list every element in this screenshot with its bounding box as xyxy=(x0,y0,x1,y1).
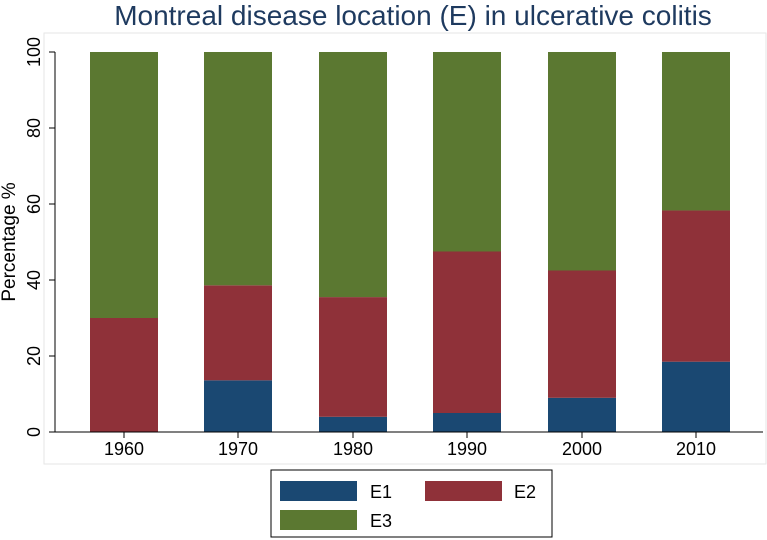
x-tick-label-1980: 1980 xyxy=(333,439,373,459)
y-tick-label-0: 0 xyxy=(24,427,44,437)
y-tick-label-60: 60 xyxy=(24,194,44,214)
y-tick-label-40: 40 xyxy=(24,270,44,290)
bar-e2-1970 xyxy=(204,285,272,381)
bar-e2-2000 xyxy=(548,270,616,398)
legend-swatch-e2 xyxy=(425,481,502,501)
bars-layer xyxy=(90,52,730,432)
bar-e1-2010 xyxy=(662,361,730,432)
x-tick-label-1970: 1970 xyxy=(218,439,258,459)
legend-swatch-e1 xyxy=(280,481,357,501)
axes-layer: 0 20 40 60 80 100 1960 1970 1980 1990 2000 2010 xyxy=(24,37,763,459)
bar-e1-1980 xyxy=(319,416,387,432)
x-tick-label-1990: 1990 xyxy=(447,439,487,459)
legend-label-e3: E3 xyxy=(370,511,392,531)
y-axis-title: Percentage % xyxy=(0,182,20,301)
legend-swatch-e3 xyxy=(280,510,357,530)
bar-e1-1990 xyxy=(433,413,501,432)
legend-label-e1: E1 xyxy=(370,482,392,502)
x-tick-label-2000: 2000 xyxy=(562,439,602,459)
x-tick-label-1960: 1960 xyxy=(104,439,144,459)
legend: E1 E2 E3 xyxy=(270,469,553,538)
bar-e3-1980 xyxy=(319,52,387,298)
bar-e2-1960 xyxy=(90,318,158,432)
bar-e2-1990 xyxy=(433,251,501,413)
bar-e2-2010 xyxy=(662,210,730,362)
legend-label-e2: E2 xyxy=(514,482,536,502)
bar-e3-1970 xyxy=(204,52,272,286)
x-tick-label-2010: 2010 xyxy=(676,439,716,459)
y-tick-label-80: 80 xyxy=(24,118,44,138)
bar-e1-2000 xyxy=(548,397,616,432)
plot-area xyxy=(43,32,767,465)
bar-e3-2000 xyxy=(548,52,616,271)
bar-e2-1980 xyxy=(319,297,387,417)
bar-e1-1970 xyxy=(204,380,272,432)
y-tick-label-20: 20 xyxy=(24,346,44,366)
bar-e3-1960 xyxy=(90,52,158,318)
bar-e3-1990 xyxy=(433,52,501,252)
bar-e3-2010 xyxy=(662,52,730,211)
chart-title: Montreal disease location (E) in ulcerat… xyxy=(114,0,712,31)
y-tick-label-100: 100 xyxy=(24,37,44,67)
